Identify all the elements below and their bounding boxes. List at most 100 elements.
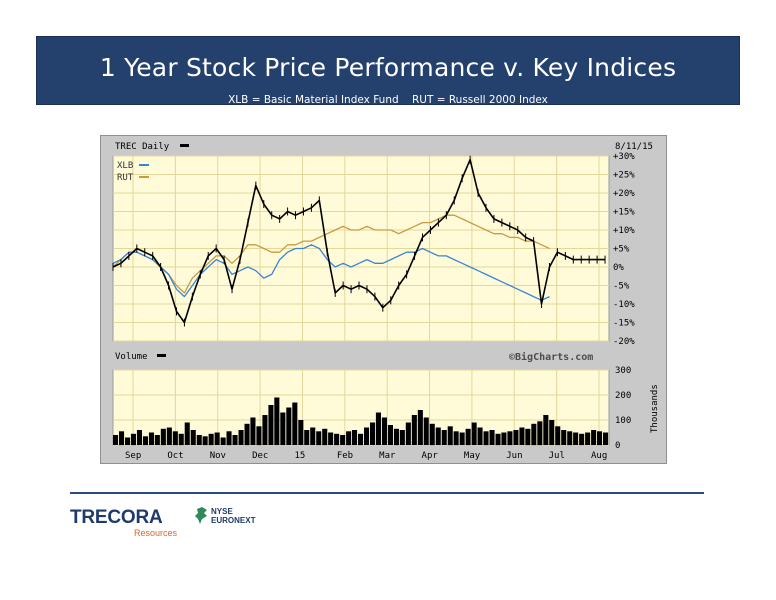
volume-bar xyxy=(447,426,453,446)
volume-bar xyxy=(579,433,585,446)
volume-bar xyxy=(238,430,244,445)
series-line-rut xyxy=(112,214,550,294)
volume-bar xyxy=(184,422,190,445)
x-tick-label: Sep xyxy=(125,451,141,461)
volume-bar xyxy=(226,431,232,446)
volume-bar xyxy=(411,415,417,445)
volume-header-strip xyxy=(113,349,609,363)
volume-y-tick-label: 300 xyxy=(615,366,631,376)
volume-bar xyxy=(381,417,387,445)
price-y-tick-label: -15% xyxy=(613,319,635,329)
volume-bar xyxy=(453,431,459,446)
chart-header-left: TREC Daily xyxy=(115,142,170,152)
volume-bar xyxy=(166,427,172,445)
volume-bar xyxy=(154,435,160,445)
volume-bar xyxy=(125,437,131,445)
legend-rut-swatch xyxy=(139,176,149,178)
volume-bar xyxy=(483,431,489,446)
volume-bar xyxy=(160,428,166,446)
volume-bar xyxy=(286,407,292,445)
x-tick-label: 15 xyxy=(294,451,305,461)
volume-bar xyxy=(250,417,256,445)
volume-y-tick-label: 200 xyxy=(615,391,631,401)
volume-bar xyxy=(304,430,310,445)
volume-bar xyxy=(119,431,125,446)
volume-bars xyxy=(113,397,609,446)
price-y-tick-label: +25% xyxy=(613,171,635,181)
volume-bar xyxy=(352,430,358,445)
volume-bar xyxy=(375,412,381,445)
volume-bar xyxy=(405,422,411,445)
footer-rule xyxy=(70,492,704,494)
volume-bar xyxy=(334,433,340,446)
volume-bar xyxy=(507,431,513,446)
volume-bar xyxy=(423,417,429,445)
volume-bar xyxy=(358,433,364,446)
x-tick-label: Dec xyxy=(252,451,268,461)
volume-bar xyxy=(298,420,304,445)
x-tick-label: May xyxy=(464,451,481,461)
volume-y-ticks: 300 200 100 0 xyxy=(615,366,631,451)
volume-bar xyxy=(262,415,268,445)
volume-bar xyxy=(190,430,196,445)
volume-bar xyxy=(136,430,142,445)
volume-bar xyxy=(585,432,591,445)
volume-bar xyxy=(268,405,274,445)
legend: XLB RUT xyxy=(117,161,149,183)
slide-subtitle: XLB = Basic Material Index Fund RUT = Ru… xyxy=(228,94,548,106)
x-tick-label: Feb xyxy=(337,451,353,461)
volume-bar xyxy=(113,435,119,445)
volume-bar xyxy=(417,410,423,445)
volume-bar xyxy=(214,432,220,445)
chart-panel: TREC Daily 8/11/15 +30% +25% +20% +15% +10% +… xyxy=(100,135,667,464)
volume-bar xyxy=(477,427,483,445)
volume-bar xyxy=(148,432,154,445)
volume-bar xyxy=(489,430,495,445)
volume-bar xyxy=(340,435,346,445)
price-y-tick-label: +20% xyxy=(613,189,635,199)
price-y-tick-label: +30% xyxy=(613,152,635,162)
price-y-tick-label: -5% xyxy=(613,282,630,292)
volume-bar xyxy=(220,437,226,445)
volume-bar xyxy=(292,402,298,445)
x-axis-ticks: Sep Oct Nov Dec 15 Feb Mar Apr May Jun Jul Aug xyxy=(125,451,607,461)
volume-bar xyxy=(202,436,208,446)
volume-bar xyxy=(393,428,399,446)
trecora-logo: TRECORA Resources xyxy=(70,507,177,538)
series-line-xlb xyxy=(112,244,550,301)
volume-bar xyxy=(435,427,441,445)
x-tick-label: Jun xyxy=(506,451,522,461)
volume-bar xyxy=(178,433,184,446)
volume-bar xyxy=(274,397,280,445)
price-y-tick-label: -20% xyxy=(613,337,635,347)
volume-bar xyxy=(549,420,555,445)
watermark: ©BigCharts.com xyxy=(509,351,593,363)
volume-bar xyxy=(471,422,477,445)
legend-xlb-label: XLB xyxy=(117,161,133,171)
volume-bar xyxy=(172,431,178,446)
volume-bar xyxy=(196,435,202,445)
stock-chart: TREC Daily 8/11/15 +30%+25%+20%+15%+10%+… xyxy=(112,142,660,461)
volume-bar xyxy=(555,426,561,446)
volume-bar xyxy=(316,431,322,446)
volume-bar xyxy=(256,426,262,446)
volume-bar xyxy=(537,421,543,446)
volume-bar xyxy=(429,423,435,446)
volume-bar xyxy=(310,427,316,445)
volume-bar xyxy=(495,433,501,446)
legend-rut-label: RUT xyxy=(117,173,134,183)
price-y-tick-label: 0% xyxy=(613,263,624,273)
volume-bar xyxy=(567,431,573,446)
header-dash-icon xyxy=(180,144,189,147)
volume-bar xyxy=(208,433,214,446)
series-layer xyxy=(112,155,606,327)
volume-bar xyxy=(142,436,148,446)
volume-bar xyxy=(441,430,447,445)
volume-bar xyxy=(364,427,370,445)
volume-bar xyxy=(399,430,405,445)
volume-bar xyxy=(597,431,603,446)
volume-y-tick-label: 100 xyxy=(615,416,631,426)
volume-y-tick-label: 0 xyxy=(615,441,620,451)
x-tick-label: Aug xyxy=(591,451,607,461)
price-y-ticks: +30% +25% +20% +15% +10% +5% 0% -5% -10% -15% -20% xyxy=(613,152,635,347)
